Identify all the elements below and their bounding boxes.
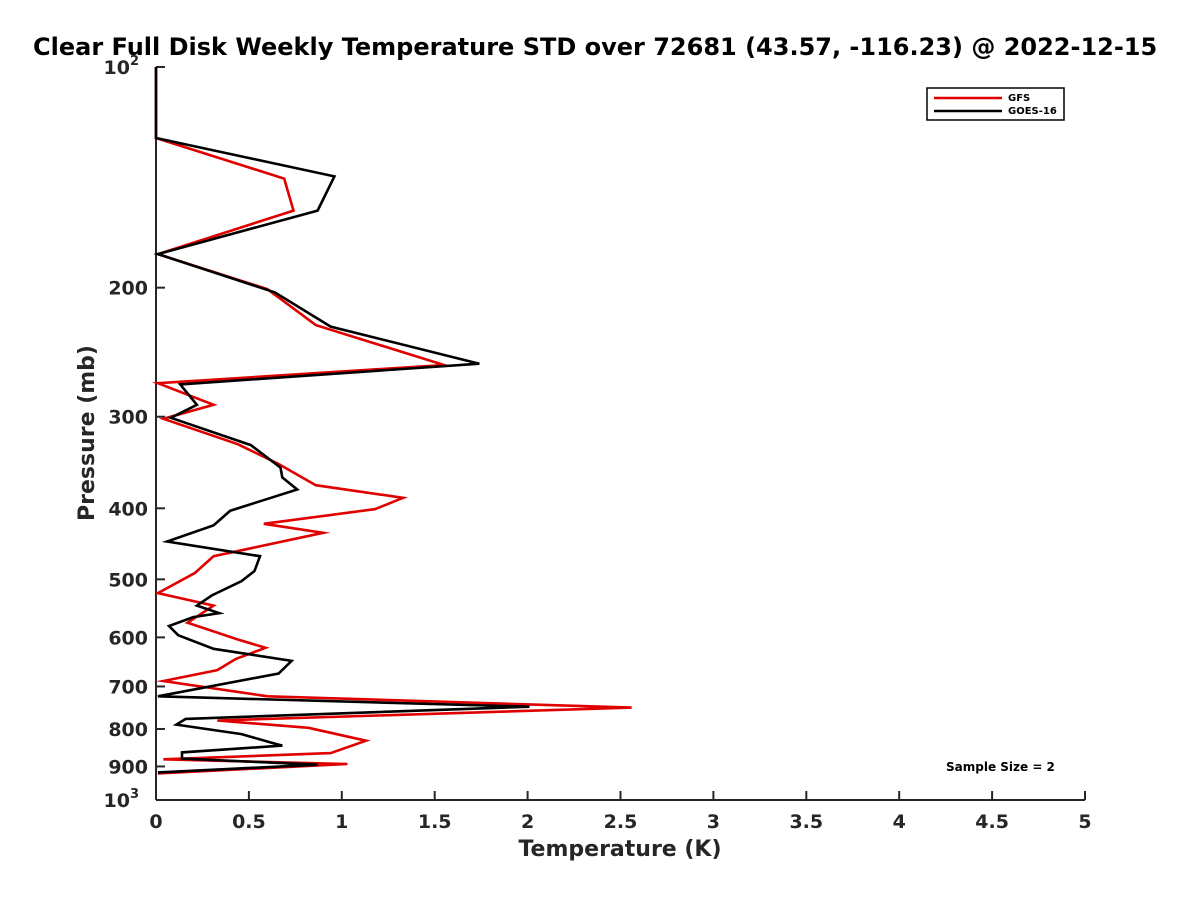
y-tick-label: 400 — [108, 498, 148, 520]
y-tick-label: 200 — [108, 278, 148, 300]
y-tick-label: 500 — [108, 569, 148, 591]
x-tick-label: 0 — [149, 811, 162, 833]
series-line-gfs — [151, 67, 632, 775]
y-axis-label: Pressure (mb) — [75, 345, 100, 521]
legend-box — [926, 87, 1065, 121]
chart-series — [151, 67, 632, 775]
x-axis-label: Temperature (K) — [518, 837, 721, 862]
y-tick-label: 600 — [108, 627, 148, 649]
y-tick-label: 700 — [108, 676, 148, 698]
chart-title: Clear Full Disk Weekly Temperature STD o… — [33, 33, 1157, 61]
x-tick-label: 4 — [893, 811, 906, 833]
x-tick-label: 1.5 — [418, 811, 452, 833]
x-tick-label: 5 — [1078, 811, 1091, 833]
y-tick-label: 800 — [108, 719, 148, 741]
x-tick-label: 0.5 — [232, 811, 266, 833]
legend-label-gfs: GFS — [1008, 93, 1030, 104]
y-tick-label: 900 — [108, 756, 148, 778]
y-tick-label: 102 — [104, 54, 140, 79]
y-tick-label: 103 — [104, 787, 140, 812]
chart-legend: GFS GOES-16 — [926, 87, 1065, 121]
sample-size-annotation: Sample Size = 2 — [946, 760, 1055, 774]
x-tick-label: 2.5 — [604, 811, 638, 833]
x-tick-label: 3.5 — [789, 811, 823, 833]
chart-axes: 0 0.5 1 1.5 2 2.5 3 3.5 4 4.5 5 102 200 300 400 500 600 7… — [104, 54, 1092, 833]
y-tick-label: 300 — [108, 407, 148, 429]
x-tick-label: 1 — [335, 811, 348, 833]
x-tick-label: 2 — [521, 811, 534, 833]
x-tick-label: 3 — [707, 811, 720, 833]
x-tick-label: 4.5 — [975, 811, 1009, 833]
series-line-goes16 — [153, 67, 530, 774]
legend-label-goes16: GOES-16 — [1008, 106, 1057, 117]
